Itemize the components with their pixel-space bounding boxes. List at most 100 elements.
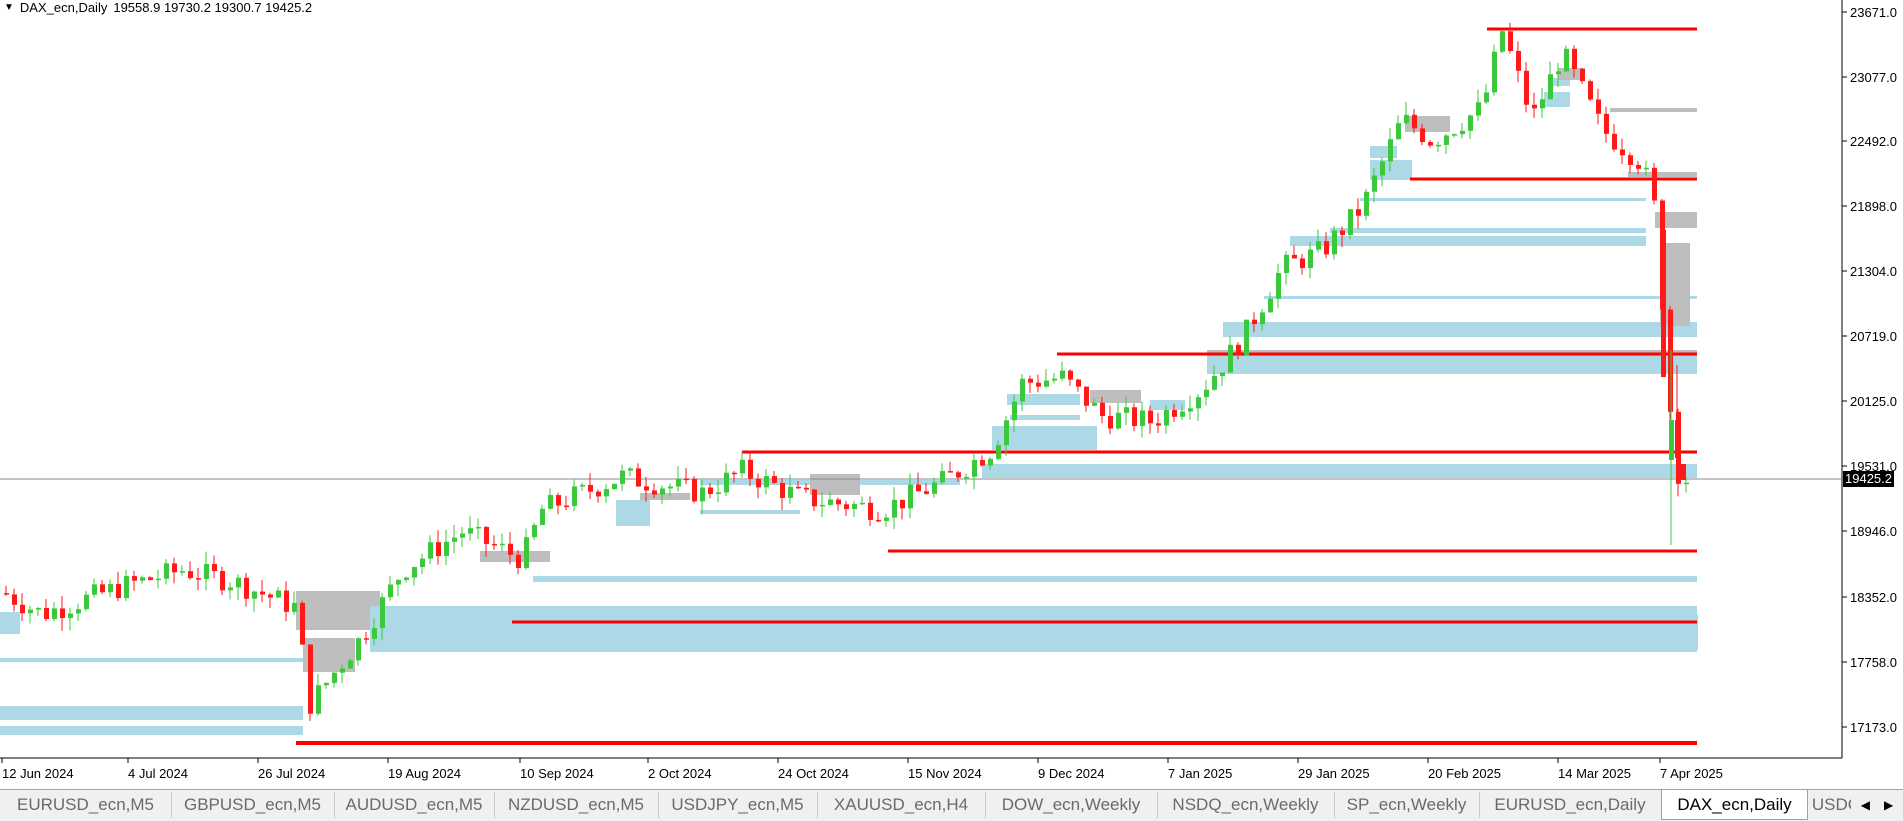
tab-audusd-ecn-m5[interactable]: AUDUSD_ecn,M5 <box>334 792 495 818</box>
tab-dax-ecn-daily[interactable]: DAX_ecn,Daily <box>1661 790 1808 820</box>
bull-candle <box>500 543 505 546</box>
tab-dow-ecn-weekly[interactable]: DOW_ecn,Weekly <box>985 792 1158 818</box>
bear-candle <box>772 476 777 483</box>
bull-candle <box>1260 312 1265 325</box>
tab-eurusd-ecn-daily[interactable]: EURUSD_ecn,Daily <box>1479 792 1662 818</box>
bull-candle <box>1220 372 1225 377</box>
price-zone <box>1628 172 1697 177</box>
bull-candle <box>1548 74 1553 100</box>
price-zone <box>810 474 860 495</box>
bear-candle <box>804 487 809 490</box>
bull-candle <box>548 495 553 509</box>
bear-candle <box>588 484 593 492</box>
bear-candle <box>708 487 713 494</box>
bull-candle <box>604 489 609 497</box>
bear-candle <box>60 608 65 619</box>
bear-candle <box>644 486 649 491</box>
bull-candle <box>76 609 81 614</box>
bear-candle <box>1636 164 1641 169</box>
time-tick-label: 4 Jul 2024 <box>128 766 188 781</box>
tab-sp-ecn-weekly[interactable]: SP_ecn,Weekly <box>1334 792 1480 818</box>
price-zone <box>1007 394 1080 405</box>
tab-nzdusd-ecn-m5[interactable]: NZDUSD_ecn,M5 <box>494 792 659 818</box>
bear-candle <box>20 604 25 614</box>
bull-candle <box>1004 420 1009 446</box>
bear-candle <box>596 491 601 497</box>
triangle-right-icon[interactable]: ▶ <box>1884 798 1894 812</box>
time-tick-label: 24 Oct 2024 <box>778 766 849 781</box>
bear-candle <box>1172 410 1177 417</box>
bear-candle <box>1628 155 1633 165</box>
bear-candle <box>1340 230 1345 235</box>
bull-candle <box>332 672 337 683</box>
bear-candle <box>1428 142 1433 146</box>
tab-gbpusd-ecn-m5[interactable]: GBPUSD_ecn,M5 <box>171 792 335 818</box>
price-zone <box>0 612 20 634</box>
bear-candle <box>1148 410 1153 424</box>
bear-candle <box>1324 241 1329 255</box>
bull-candle <box>388 584 393 598</box>
bull-candle <box>28 609 33 614</box>
bear-candle <box>436 542 441 557</box>
time-tick-label: 14 Mar 2025 <box>1558 766 1631 781</box>
bull-candle <box>180 571 185 573</box>
bear-candle <box>116 584 121 599</box>
price-zone <box>1330 228 1646 233</box>
bull-candle <box>460 533 465 538</box>
bear-candle <box>900 499 905 509</box>
bull-candle <box>292 602 297 612</box>
bull-candle <box>276 590 281 598</box>
bear-candle <box>956 472 961 478</box>
bear-candle <box>868 502 873 520</box>
bull-candle <box>228 587 233 591</box>
price-tick-label: 19531.0 <box>1850 459 1897 474</box>
tab-usdjpy-ecn-m5[interactable]: USDJPY_ecn,M5 <box>658 792 818 818</box>
bull-candle <box>1196 397 1201 409</box>
symbol-info: DAX_ecn,Daily <box>19 0 108 15</box>
bull-candle <box>1684 482 1689 485</box>
bull-candle <box>1276 272 1281 299</box>
bear-candle <box>148 577 153 580</box>
price-zone <box>1552 78 1570 86</box>
time-tick-label: 29 Jan 2025 <box>1298 766 1370 781</box>
chart-area[interactable]: 23671.0 23077.0 22492.0 21898.0 21304.0 20719… <box>0 0 1903 788</box>
time-tick-label: 10 Sep 2024 <box>520 766 594 781</box>
tab-eurusd-ecn-m5[interactable]: EURUSD_ecn,M5 <box>0 792 172 818</box>
bear-candle <box>4 593 9 595</box>
time-tick-label: 2 Oct 2024 <box>648 766 712 781</box>
bear-candle <box>924 491 929 494</box>
bear-candle <box>12 594 17 605</box>
tab-scroll-buttons: ◀ ▶ <box>1851 790 1903 820</box>
bear-candle <box>172 563 177 573</box>
chart-header: ▼ DAX_ecn,Daily 19558.9 19730.2 19300.7 … <box>4 0 312 15</box>
bull-candle <box>1188 408 1193 412</box>
triangle-down-icon[interactable]: ▼ <box>4 2 14 13</box>
tab-xauusd-ecn-h4[interactable]: XAUUSD_ecn,H4 <box>817 792 986 818</box>
bear-candle <box>836 499 841 505</box>
bull-candle <box>540 508 545 525</box>
bull-candle <box>1404 114 1409 124</box>
bear-candle <box>1604 113 1609 134</box>
bull-candle <box>340 668 345 673</box>
bear-candle <box>1252 319 1257 325</box>
price-tick-label: 17173.0 <box>1850 720 1897 735</box>
price-zone <box>370 648 1697 652</box>
bull-candle <box>1452 134 1457 136</box>
bear-candle <box>756 478 761 488</box>
bear-candle <box>1508 31 1513 51</box>
bear-candle <box>684 478 689 481</box>
bear-candle <box>1108 416 1113 429</box>
price-zone <box>1610 108 1697 112</box>
price-chart[interactable]: 23671.0 23077.0 22492.0 21898.0 21304.0 20719… <box>0 0 1903 788</box>
bull-candle <box>620 470 625 484</box>
price-zone <box>296 591 380 630</box>
bull-candle <box>580 484 585 487</box>
bull-candle <box>380 597 385 629</box>
tab-nsdq-ecn-weekly[interactable]: NSDQ_ecn,Weekly <box>1157 792 1335 818</box>
bear-candle <box>1028 378 1033 383</box>
price-tick-label: 23671.0 <box>1850 5 1897 20</box>
triangle-left-icon[interactable]: ◀ <box>1860 798 1870 812</box>
bull-candle <box>92 584 97 595</box>
bull-candle <box>676 478 681 487</box>
bull-candle <box>1316 241 1321 250</box>
